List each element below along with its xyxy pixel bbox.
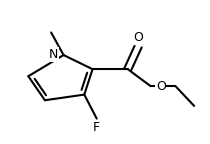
Text: N: N bbox=[49, 48, 58, 61]
Text: O: O bbox=[156, 80, 166, 93]
Text: F: F bbox=[93, 121, 100, 134]
Text: O: O bbox=[133, 31, 143, 44]
